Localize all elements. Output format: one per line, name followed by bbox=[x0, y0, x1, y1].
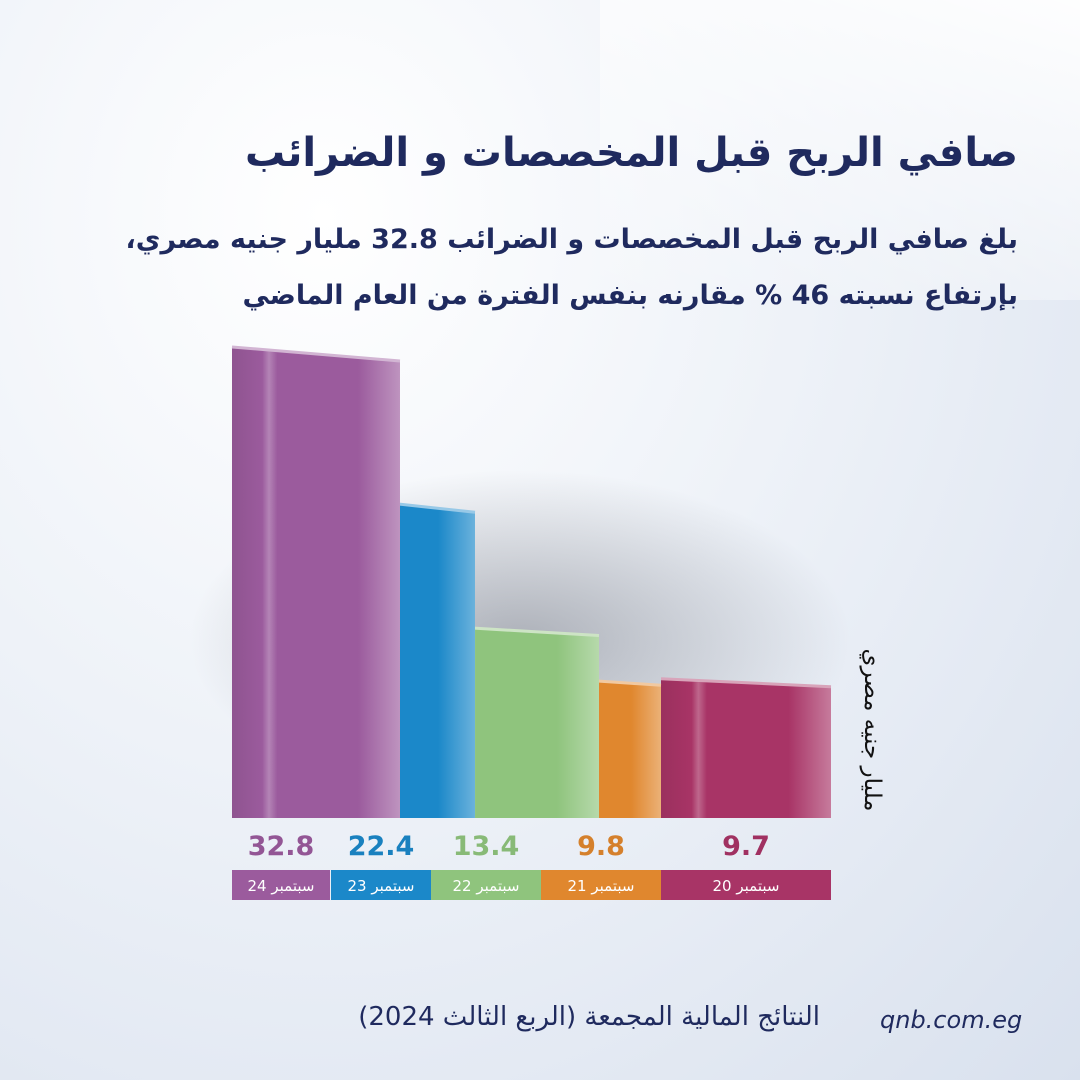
category-label-5: سبتمبر 20 bbox=[713, 877, 780, 895]
value-label-5: 9.7 bbox=[722, 831, 770, 862]
footer-website-link[interactable]: qnb.com.eg bbox=[880, 1006, 1023, 1034]
y-axis-unit-label: مليار جنيه مصري bbox=[859, 648, 885, 812]
category-band-4 bbox=[541, 870, 661, 900]
category-label-3: سبتمبر 22 bbox=[453, 877, 520, 895]
category-band-2 bbox=[331, 870, 431, 900]
subtitle-line-2: بإرتفاع نسبته 46 % مقارنه بنفس الفترة من… bbox=[242, 280, 1018, 311]
value-label-3: 13.4 bbox=[453, 831, 520, 862]
category-band-3 bbox=[431, 870, 541, 900]
bar-1 bbox=[232, 346, 400, 818]
category-band-1 bbox=[232, 870, 330, 900]
page-subtitle: بلغ صافي الربح قبل المخصصات و الضرائب 32… bbox=[58, 212, 1018, 324]
value-label-2: 22.4 bbox=[348, 831, 415, 862]
category-label-1: سبتمبر 24 bbox=[248, 877, 315, 895]
category-label-4: سبتمبر 21 bbox=[568, 877, 635, 895]
bar-5 bbox=[661, 678, 831, 818]
bar-top-highlight-5 bbox=[660, 677, 832, 689]
page-title: صافي الربح قبل المخصصات و الضرائب bbox=[244, 130, 1018, 176]
footer-title: النتائج المالية المجمعة (الربع الثالث 20… bbox=[358, 1002, 820, 1032]
category-band-5 bbox=[661, 870, 831, 900]
bar-top-highlight-1 bbox=[231, 345, 401, 363]
value-label-1: 32.8 bbox=[248, 831, 315, 862]
category-label-2: سبتمبر 23 bbox=[348, 877, 415, 895]
subtitle-line-1: بلغ صافي الربح قبل المخصصات و الضرائب 32… bbox=[125, 224, 1018, 255]
value-label-4: 9.8 bbox=[577, 831, 625, 862]
background-glow bbox=[600, 0, 1080, 300]
